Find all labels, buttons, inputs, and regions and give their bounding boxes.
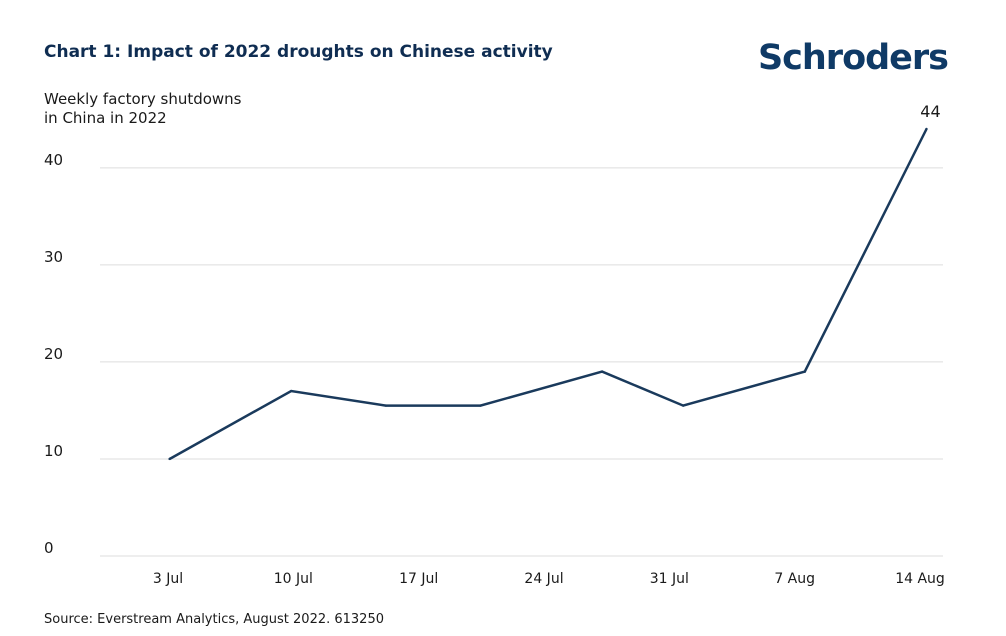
x-tick-label: 14 Aug xyxy=(895,571,945,587)
data-point xyxy=(600,370,604,373)
x-tick-labels: 3 Jul 10 Jul 17 Jul 24 Jul 31 Jul 7 Aug 14 Aug xyxy=(153,571,945,587)
y-axis-title-line-2: in China in 2022 xyxy=(44,109,167,127)
gridlines xyxy=(100,167,943,557)
y-tick-label: 20 xyxy=(44,345,63,363)
data-label-peak: 44 xyxy=(920,102,940,121)
chart-title: Chart 1: Impact of 2022 droughts on Chin… xyxy=(44,42,553,62)
x-tick-label: 10 Jul xyxy=(274,571,313,587)
x-tick-label: 17 Jul xyxy=(399,571,438,587)
series-lines xyxy=(168,127,928,461)
data-point xyxy=(384,404,388,407)
y-tick-label: 30 xyxy=(44,248,63,266)
x-tick-label: 7 Aug xyxy=(774,571,815,587)
data-point xyxy=(168,457,171,461)
y-tick-label: 0 xyxy=(44,539,54,557)
y-tick-label: 40 xyxy=(44,151,63,169)
data-point xyxy=(290,389,293,393)
x-tick-label: 24 Jul xyxy=(524,571,563,587)
y-axis-title-line-1: Weekly factory shutdowns xyxy=(44,90,242,108)
x-tick-label: 3 Jul xyxy=(153,571,183,587)
y-tick-label: 10 xyxy=(44,442,63,460)
series-line-0 xyxy=(168,128,928,461)
source-note: Source: Everstream Analytics, August 202… xyxy=(44,612,384,627)
data-point xyxy=(925,127,928,131)
schroders-logo: Schroders xyxy=(757,38,949,78)
data-point xyxy=(803,370,807,373)
data-point xyxy=(479,404,482,407)
annotations: 44 xyxy=(920,102,940,121)
x-tick-label: 31 Jul xyxy=(650,571,689,587)
y-tick-labels: 0 10 20 30 40 xyxy=(44,151,63,557)
data-point xyxy=(681,404,685,407)
y-axis-title: Weekly factory shutdowns in China in 202… xyxy=(44,90,242,128)
